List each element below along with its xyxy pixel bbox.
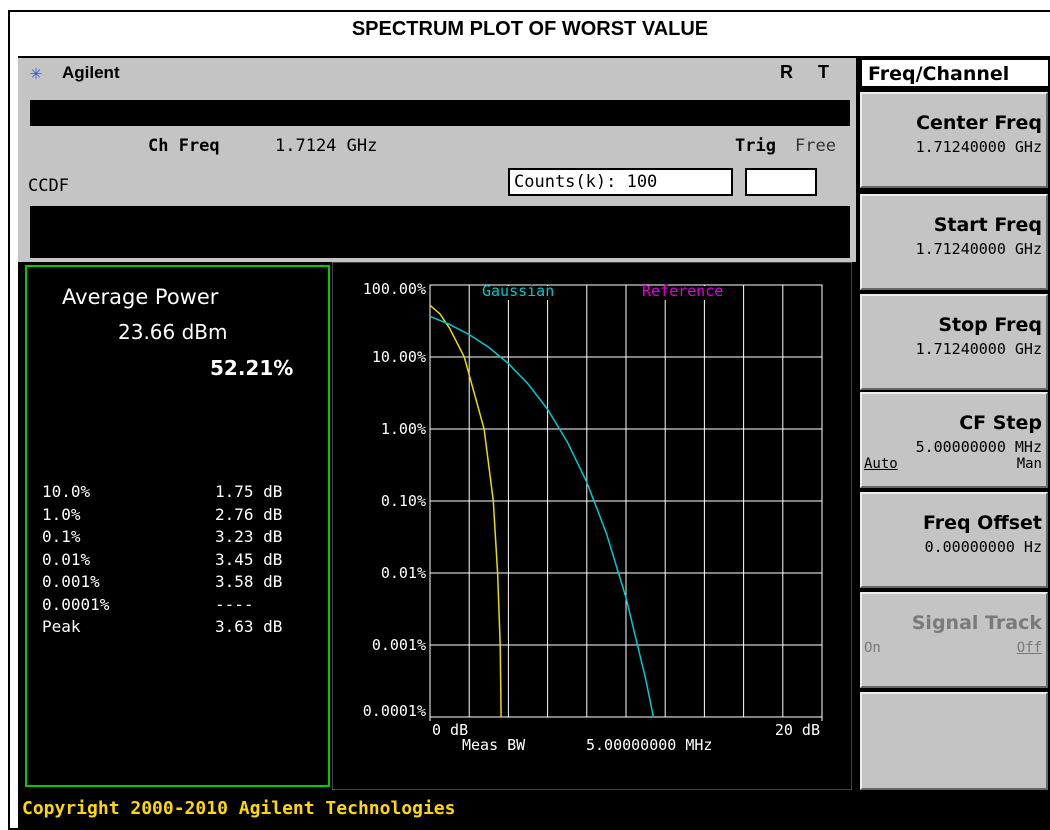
softkey-label: Stop Freq	[938, 314, 1042, 336]
brand: Agilent	[62, 63, 120, 82]
counts-box	[745, 168, 817, 196]
menu-title: Freq/Channel	[860, 58, 1050, 88]
softkey-option: Off	[1016, 640, 1042, 656]
x-tick-label: 20 dB	[775, 721, 820, 739]
y-tick-label: 10.00%	[372, 348, 426, 366]
annotation: 5.00000000 MHz	[586, 736, 712, 754]
status-bar	[30, 100, 850, 126]
softkey-label: Freq Offset	[922, 512, 1042, 534]
avg-power: 23.66 dBm	[118, 320, 228, 344]
legend-entry: Reference	[642, 282, 723, 300]
chart-frame	[332, 262, 852, 790]
y-tick-label: 1.00%	[381, 420, 426, 438]
top-bar	[18, 58, 856, 88]
row-label: 0.001%	[42, 572, 100, 591]
row-label: 1.0%	[42, 504, 81, 524]
softkey-value: 1.71240000 GHz	[915, 240, 1042, 258]
softkey-label: CF Step	[959, 412, 1042, 434]
trig-label: Trig	[735, 136, 776, 156]
row-value: 1.75 dB	[215, 482, 283, 501]
row-label: 10.0%	[42, 482, 91, 501]
softkey[interactable]: Center Freq 1.71240000 GHz	[860, 92, 1048, 188]
softkey[interactable]: Stop Freq 1.71240000 GHz	[860, 294, 1048, 390]
ch-freq-label: Ch Freq	[148, 136, 220, 156]
row-value: 2.76 dB	[215, 504, 283, 524]
results-box	[25, 265, 330, 787]
y-tick-label: 0.10%	[381, 492, 426, 510]
softkey-label: Signal Track	[911, 612, 1042, 634]
legend-bg	[478, 286, 559, 300]
row-value: 3.63 dB	[215, 617, 283, 636]
softkey[interactable]	[860, 692, 1048, 790]
softkey-value: 1.71240000 GHz	[915, 138, 1042, 156]
softkey-option: Man	[1016, 456, 1042, 472]
series-line	[429, 304, 502, 718]
chart: 100.00% 10.00% 1.00% 0.10% 0.01% 0.001% 0.0001…	[332, 262, 852, 790]
row-value: 3.23 dB	[215, 527, 283, 546]
legend-bg	[638, 286, 728, 300]
row-value: ----	[215, 594, 254, 614]
logo: ✳	[30, 60, 43, 84]
legend-entry: Gaussian	[482, 282, 554, 300]
indicator: R	[780, 62, 793, 82]
row-label: 0.1%	[42, 527, 81, 546]
softkey[interactable]: CF Step 5.00000000 MHz Auto Man	[860, 392, 1048, 488]
softkey-label: Center Freq	[916, 112, 1042, 134]
title: SPECTRUM PLOT OF WORST VALUE	[351, 18, 709, 40]
softkey-value: 5.00000000 MHz	[915, 438, 1042, 456]
softkey[interactable]: Freq Offset 0.00000000 Hz	[860, 492, 1048, 588]
y-tick-label: 0.001%	[372, 636, 426, 654]
softkey-option: On	[864, 640, 881, 656]
row-label: 0.01%	[42, 549, 91, 569]
softkey-option: Auto	[864, 456, 898, 472]
row-value: 3.45 dB	[215, 549, 283, 569]
avg-pct: 52.21%	[210, 356, 294, 380]
y-tick-label: 0.0001%	[363, 702, 426, 720]
footer: Copyright 2000-2010 Agilent Technologies	[18, 795, 1050, 823]
x-tick-label: 0 dB	[432, 721, 468, 739]
mode: CCDF	[28, 176, 69, 196]
row-value: 3.58 dB	[215, 572, 283, 591]
softkey-value: 0.00000000 Hz	[924, 538, 1042, 556]
softkey-value: 1.71240000 GHz	[915, 340, 1042, 358]
indicator: T	[818, 62, 829, 82]
y-tick-label: 100.00%	[363, 280, 426, 298]
series-line	[429, 315, 655, 718]
counts: Counts(k): 100	[508, 168, 733, 196]
softkey-label: Start Freq	[933, 214, 1042, 236]
row-label: Peak	[42, 617, 81, 636]
status-bar	[30, 206, 850, 258]
row-label: 0.0001%	[42, 594, 110, 614]
avg-power-label: Average Power	[62, 285, 219, 309]
trig: Free	[795, 136, 836, 156]
ch-freq: 1.7124 GHz	[275, 136, 378, 156]
annotation: Meas BW	[462, 736, 526, 754]
softkey[interactable]: Start Freq 1.71240000 GHz	[860, 194, 1048, 290]
y-tick-label: 0.01%	[381, 564, 426, 582]
softkey[interactable]: Signal Track On Off	[860, 592, 1048, 688]
